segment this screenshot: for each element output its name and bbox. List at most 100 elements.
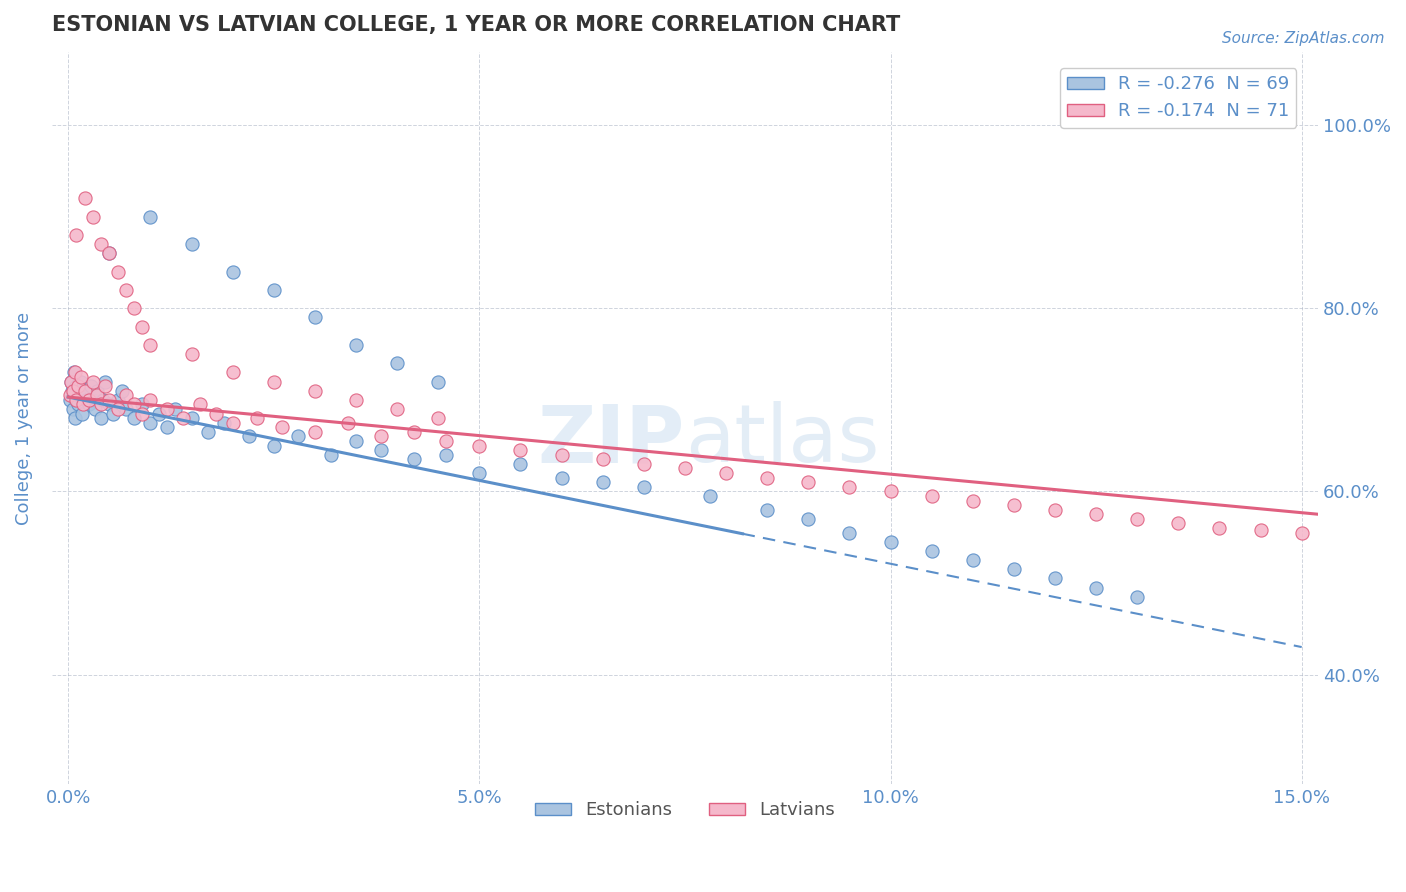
- Point: [139, 416, 162, 430]
- Point: [59, 392, 82, 407]
- Point: [344, 434, 367, 448]
- Point: [139, 210, 162, 224]
- Point: [60, 375, 83, 389]
- Point: [131, 319, 153, 334]
- Point: [172, 411, 194, 425]
- Point: [1208, 521, 1230, 535]
- Point: [879, 484, 901, 499]
- Point: [1043, 502, 1066, 516]
- Point: [321, 448, 343, 462]
- Point: [180, 411, 202, 425]
- Point: [91, 392, 114, 407]
- Legend: Estonians, Latvians: Estonians, Latvians: [527, 794, 842, 827]
- Point: [77, 397, 100, 411]
- Point: [304, 425, 326, 439]
- Point: [70, 407, 93, 421]
- Point: [60, 384, 83, 398]
- Point: [67, 397, 90, 411]
- Point: [271, 420, 294, 434]
- Point: [221, 264, 243, 278]
- Point: [59, 388, 82, 402]
- Point: [80, 379, 103, 393]
- Point: [62, 384, 84, 398]
- Point: [73, 384, 96, 398]
- Point: [1002, 498, 1025, 512]
- Point: [180, 347, 202, 361]
- Point: [1250, 523, 1272, 537]
- Point: [287, 429, 309, 443]
- Point: [797, 475, 820, 490]
- Point: [65, 227, 87, 242]
- Point: [962, 493, 984, 508]
- Point: [72, 397, 94, 411]
- Point: [122, 397, 145, 411]
- Point: [114, 388, 136, 402]
- Point: [797, 512, 820, 526]
- Point: [65, 392, 87, 407]
- Point: [921, 489, 943, 503]
- Point: [63, 365, 86, 379]
- Point: [98, 397, 121, 411]
- Point: [427, 411, 450, 425]
- Point: [592, 452, 614, 467]
- Point: [756, 470, 779, 484]
- Point: [139, 392, 162, 407]
- Text: Source: ZipAtlas.com: Source: ZipAtlas.com: [1222, 31, 1385, 46]
- Point: [921, 544, 943, 558]
- Point: [77, 392, 100, 407]
- Point: [82, 210, 104, 224]
- Point: [385, 401, 408, 416]
- Point: [75, 392, 97, 407]
- Point: [509, 457, 531, 471]
- Point: [427, 375, 450, 389]
- Point: [385, 356, 408, 370]
- Point: [82, 392, 104, 407]
- Point: [838, 480, 860, 494]
- Point: [633, 457, 655, 471]
- Point: [82, 375, 104, 389]
- Point: [103, 407, 125, 421]
- Point: [402, 452, 425, 467]
- Point: [73, 384, 96, 398]
- Point: [756, 502, 779, 516]
- Point: [114, 401, 136, 416]
- Point: [838, 525, 860, 540]
- Point: [1126, 590, 1149, 604]
- Point: [86, 384, 108, 398]
- Point: [63, 411, 86, 425]
- Point: [69, 370, 91, 384]
- Point: [370, 429, 392, 443]
- Point: [370, 443, 392, 458]
- Point: [156, 401, 179, 416]
- Point: [90, 237, 112, 252]
- Point: [1126, 512, 1149, 526]
- Point: [221, 365, 243, 379]
- Point: [65, 379, 87, 393]
- Point: [238, 429, 260, 443]
- Point: [468, 439, 491, 453]
- Point: [304, 384, 326, 398]
- Point: [165, 401, 187, 416]
- Point: [221, 416, 243, 430]
- Point: [73, 191, 96, 205]
- Point: [263, 375, 285, 389]
- Point: [139, 338, 162, 352]
- Point: [94, 379, 117, 393]
- Point: [246, 411, 269, 425]
- Point: [98, 246, 121, 260]
- Point: [263, 439, 285, 453]
- Point: [148, 407, 170, 421]
- Point: [98, 392, 121, 407]
- Point: [1331, 528, 1354, 542]
- Point: [197, 425, 219, 439]
- Text: ESTONIAN VS LATVIAN COLLEGE, 1 YEAR OR MORE CORRELATION CHART: ESTONIAN VS LATVIAN COLLEGE, 1 YEAR OR M…: [52, 15, 900, 35]
- Point: [107, 264, 129, 278]
- Point: [699, 489, 721, 503]
- Point: [156, 420, 179, 434]
- Point: [114, 283, 136, 297]
- Point: [1002, 562, 1025, 576]
- Point: [436, 448, 458, 462]
- Point: [1043, 571, 1066, 585]
- Point: [65, 392, 87, 407]
- Point: [592, 475, 614, 490]
